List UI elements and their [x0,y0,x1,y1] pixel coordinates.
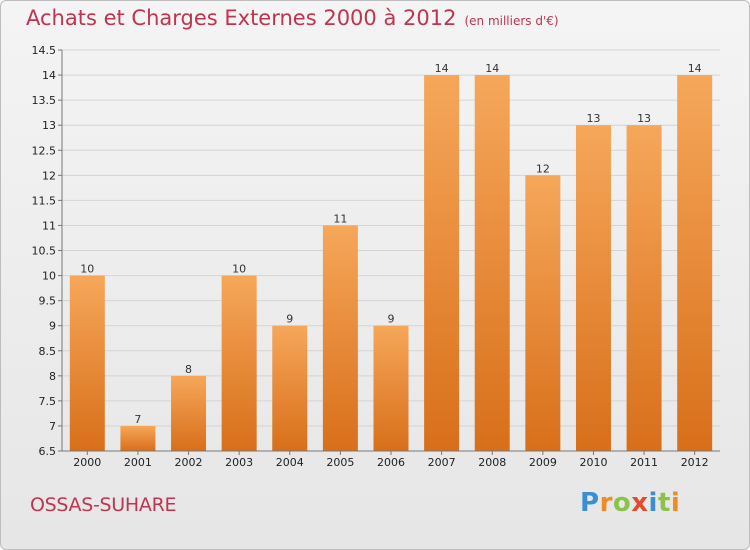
data-label: 10 [80,263,94,276]
y-tick-label: 7 [49,420,56,433]
bar [120,425,156,451]
y-tick-label: 9 [49,320,56,333]
y-tick-label: 8 [49,370,56,383]
bar [322,225,358,451]
y-tick-label: 11.5 [32,194,57,207]
y-tick-label: 12 [42,169,56,182]
logo-letter: t [657,488,671,518]
bar [69,275,105,451]
labels: 10 2000 7 2001 8 2002 10 2003 9 2004 11 2005 9 2006 14… [73,62,708,469]
data-label: 13 [637,112,651,125]
x-tick-label: 2000 [73,456,101,469]
commune-name: OSSAS-SUHARE [30,494,177,516]
x-tick-label: 2011 [630,456,658,469]
data-label: 8 [185,363,192,376]
x-tick-label: 2007 [428,456,456,469]
data-label: 11 [333,212,347,225]
data-label: 7 [134,413,141,426]
bar [221,275,257,451]
x-tick-label: 2008 [478,456,506,469]
bar [171,375,207,451]
y-tick-label: 12.5 [32,144,57,157]
bar [677,75,713,451]
data-label: 9 [388,313,395,326]
logo-letter: P [580,488,600,518]
bar [272,325,308,451]
y-tick-label: 14.5 [32,44,57,57]
x-tick-label: 2006 [377,456,405,469]
logo-letter: o [612,488,632,518]
y-tick-label: 10.5 [32,245,57,258]
logo-letter: x [631,488,649,518]
bar [424,75,460,451]
data-label: 13 [586,112,600,125]
x-tick-label: 2005 [326,456,354,469]
y-tick-label: 7.5 [39,395,57,408]
data-label: 14 [688,62,702,75]
bar [474,75,510,451]
y-tick-label: 11 [42,219,56,232]
chart-title-text: Achats et Charges Externes 2000 à 2012 [26,6,457,30]
y-tick-label: 13.5 [32,94,57,107]
y-tick-label: 8.5 [39,345,57,358]
logo-letter: r [599,488,613,518]
bar [525,175,561,451]
y-tick-label: 14 [42,69,56,82]
x-tick-label: 2003 [225,456,253,469]
chart-unit: (en milliers d'€) [464,14,559,28]
x-tick-label: 2004 [276,456,304,469]
bars [69,75,713,451]
y-tick-label: 13 [42,119,56,132]
bar [373,325,409,451]
bar [575,125,611,451]
x-tick-label: 2012 [681,456,709,469]
x-tick-label: 2001 [124,456,152,469]
bar [626,125,662,451]
data-label: 14 [435,62,449,75]
x-tick-label: 2010 [579,456,607,469]
x-tick-label: 2009 [529,456,557,469]
proxiti-logo[interactable]: Proxiti [580,488,680,518]
axes: 6.5 7 7.5 8 8.5 9 9.5 10 10.5 11 11.5 12 12.5 13 13.5 1… [32,44,720,458]
y-tick-label: 6.5 [39,445,57,458]
data-label: 14 [485,62,499,75]
data-label: 9 [286,313,293,326]
data-label: 10 [232,263,246,276]
x-tick-label: 2002 [175,456,203,469]
chart-title: Achats et Charges Externes 2000 à 2012 (e… [26,6,559,30]
logo-letter: i [670,488,681,518]
data-label: 12 [536,162,550,175]
y-tick-label: 10 [42,270,56,283]
y-tick-label: 9.5 [39,295,57,308]
logo-letter: i [648,488,658,518]
